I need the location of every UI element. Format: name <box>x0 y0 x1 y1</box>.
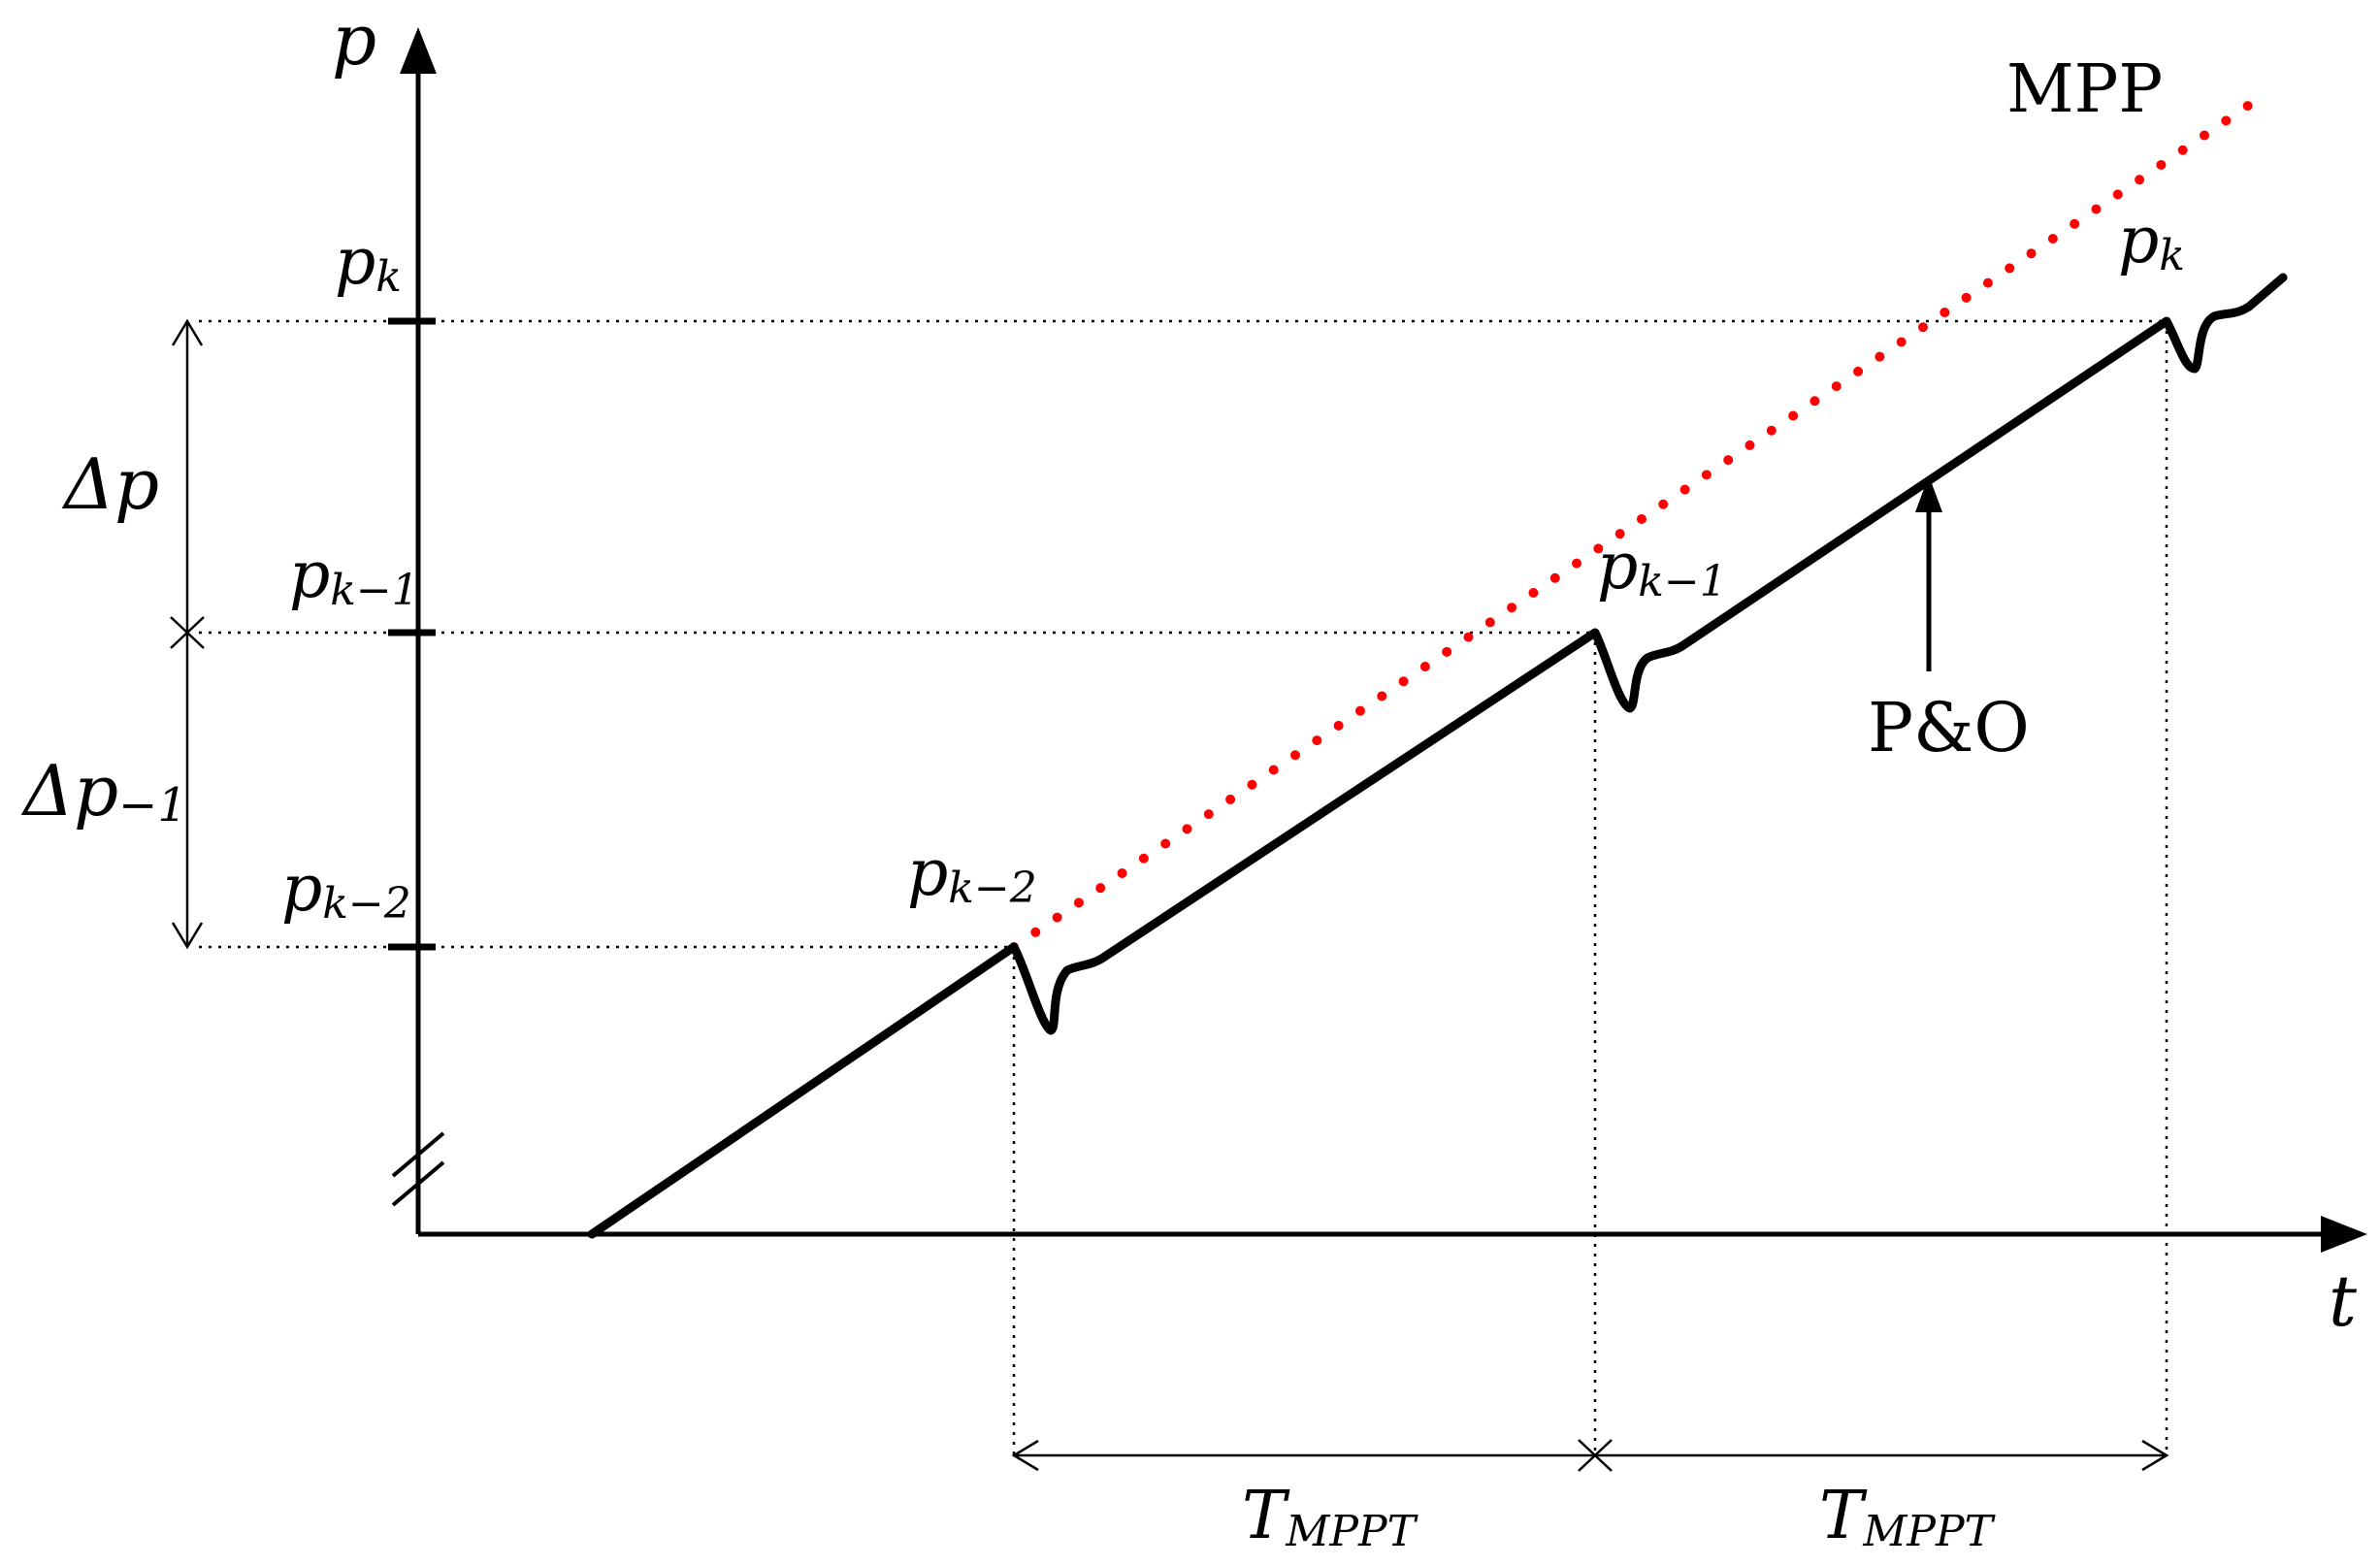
axis-break-mark <box>391 1160 445 1207</box>
pk1-axis-label: pk−1 <box>289 538 419 615</box>
mpp-label: MPP <box>2006 51 2163 128</box>
tmppt-dim-cross <box>1578 1439 1613 1472</box>
t-mppt-label-1-base: T <box>1242 1478 1290 1554</box>
delta-p-dimension <box>170 318 205 950</box>
delta-dim-arrow-bottom <box>171 922 204 950</box>
delta-dim-arrow-top <box>171 318 204 346</box>
mpp-curve <box>1009 92 2266 952</box>
y-axis-label: p <box>332 0 376 81</box>
delta-p1-label-sub: −1 <box>118 778 187 832</box>
pk2-axis-label: pk−2 <box>281 851 411 929</box>
delta-p1-label-base: Δp <box>20 750 118 832</box>
delta-p-label: Δp <box>61 443 159 525</box>
t-mppt-label-2: TMPPT <box>1819 1478 1997 1556</box>
pk2-axis-label-sub: k−2 <box>322 879 411 929</box>
axes <box>388 27 2367 1253</box>
pk2-curve-label-base: p <box>907 835 948 910</box>
po-label: P&O <box>1868 688 2030 767</box>
tmppt-dim-arrow-right <box>2141 1439 2169 1472</box>
guide-lines <box>199 319 2168 1455</box>
delta-p1-label: Δp−1 <box>20 750 187 832</box>
po-pointer-arrowhead <box>1915 475 1942 512</box>
t-mppt-label-1-sub: MPPT <box>1285 1507 1418 1556</box>
pk-axis-label-base: p <box>335 224 375 299</box>
pk1-curve-label-base: p <box>1597 529 1638 604</box>
t-mppt-label-2-sub: MPPT <box>1862 1507 1996 1556</box>
pk1-curve-label: pk−1 <box>1597 529 1727 606</box>
t-mppt-label-1: TMPPT <box>1242 1478 1419 1556</box>
x-axis-label: t <box>2329 1260 2358 1342</box>
pk1-axis-label-base: p <box>289 538 330 612</box>
pk-axis-label: pk <box>335 224 402 302</box>
po-curve <box>587 273 2288 1239</box>
t-mppt-dimension <box>1011 1439 2169 1472</box>
pk1-curve-label-sub: k−1 <box>1638 557 1727 606</box>
pk2-curve-label-sub: k−2 <box>948 864 1037 913</box>
pk-axis-label-sub: k <box>375 252 402 302</box>
y-axis-arrow <box>400 27 437 74</box>
pk-curve-label-sub: k <box>2159 231 2185 280</box>
axis-break-mark <box>391 1131 445 1178</box>
pk2-axis-label-base: p <box>281 851 322 926</box>
tmppt-dim-arrow-left <box>1011 1439 1039 1472</box>
pk-curve-label-base: p <box>2118 203 2159 277</box>
pk2-curve-label: pk−2 <box>907 835 1037 913</box>
delta-dim-cross <box>170 616 205 649</box>
t-mppt-label-2-base: T <box>1819 1478 1868 1554</box>
x-axis-arrow <box>2321 1216 2367 1253</box>
pk-curve-label: pk <box>2118 203 2185 280</box>
pk1-axis-label-sub: k−1 <box>330 566 419 615</box>
